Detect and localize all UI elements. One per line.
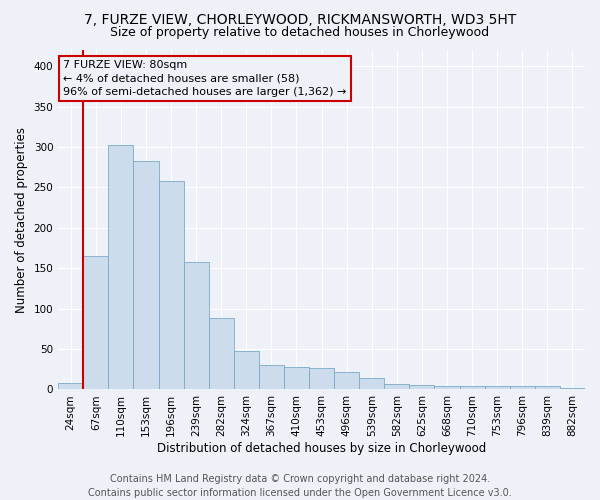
Bar	[334, 372, 359, 390]
Text: Size of property relative to detached houses in Chorleywood: Size of property relative to detached ho…	[110, 26, 490, 39]
Bar	[485, 386, 510, 390]
Bar	[434, 386, 460, 390]
Bar	[385, 384, 409, 390]
X-axis label: Distribution of detached houses by size in Chorleywood: Distribution of detached houses by size …	[157, 442, 486, 455]
Bar	[234, 350, 259, 390]
Bar	[58, 383, 83, 390]
Y-axis label: Number of detached properties: Number of detached properties	[15, 126, 28, 312]
Bar	[133, 160, 158, 390]
Bar	[560, 388, 585, 390]
Bar	[409, 386, 434, 390]
Bar	[259, 365, 284, 390]
Bar	[309, 368, 334, 390]
Bar	[359, 378, 385, 390]
Text: 7, FURZE VIEW, CHORLEYWOOD, RICKMANSWORTH, WD3 5HT: 7, FURZE VIEW, CHORLEYWOOD, RICKMANSWORT…	[84, 12, 516, 26]
Text: Contains HM Land Registry data © Crown copyright and database right 2024.
Contai: Contains HM Land Registry data © Crown c…	[88, 474, 512, 498]
Text: 7 FURZE VIEW: 80sqm
← 4% of detached houses are smaller (58)
96% of semi-detache: 7 FURZE VIEW: 80sqm ← 4% of detached hou…	[64, 60, 347, 96]
Bar	[184, 262, 209, 390]
Bar	[460, 386, 485, 390]
Bar	[535, 386, 560, 390]
Bar	[83, 256, 109, 390]
Bar	[109, 144, 133, 390]
Bar	[510, 386, 535, 390]
Bar	[284, 367, 309, 390]
Bar	[209, 318, 234, 390]
Bar	[158, 181, 184, 390]
